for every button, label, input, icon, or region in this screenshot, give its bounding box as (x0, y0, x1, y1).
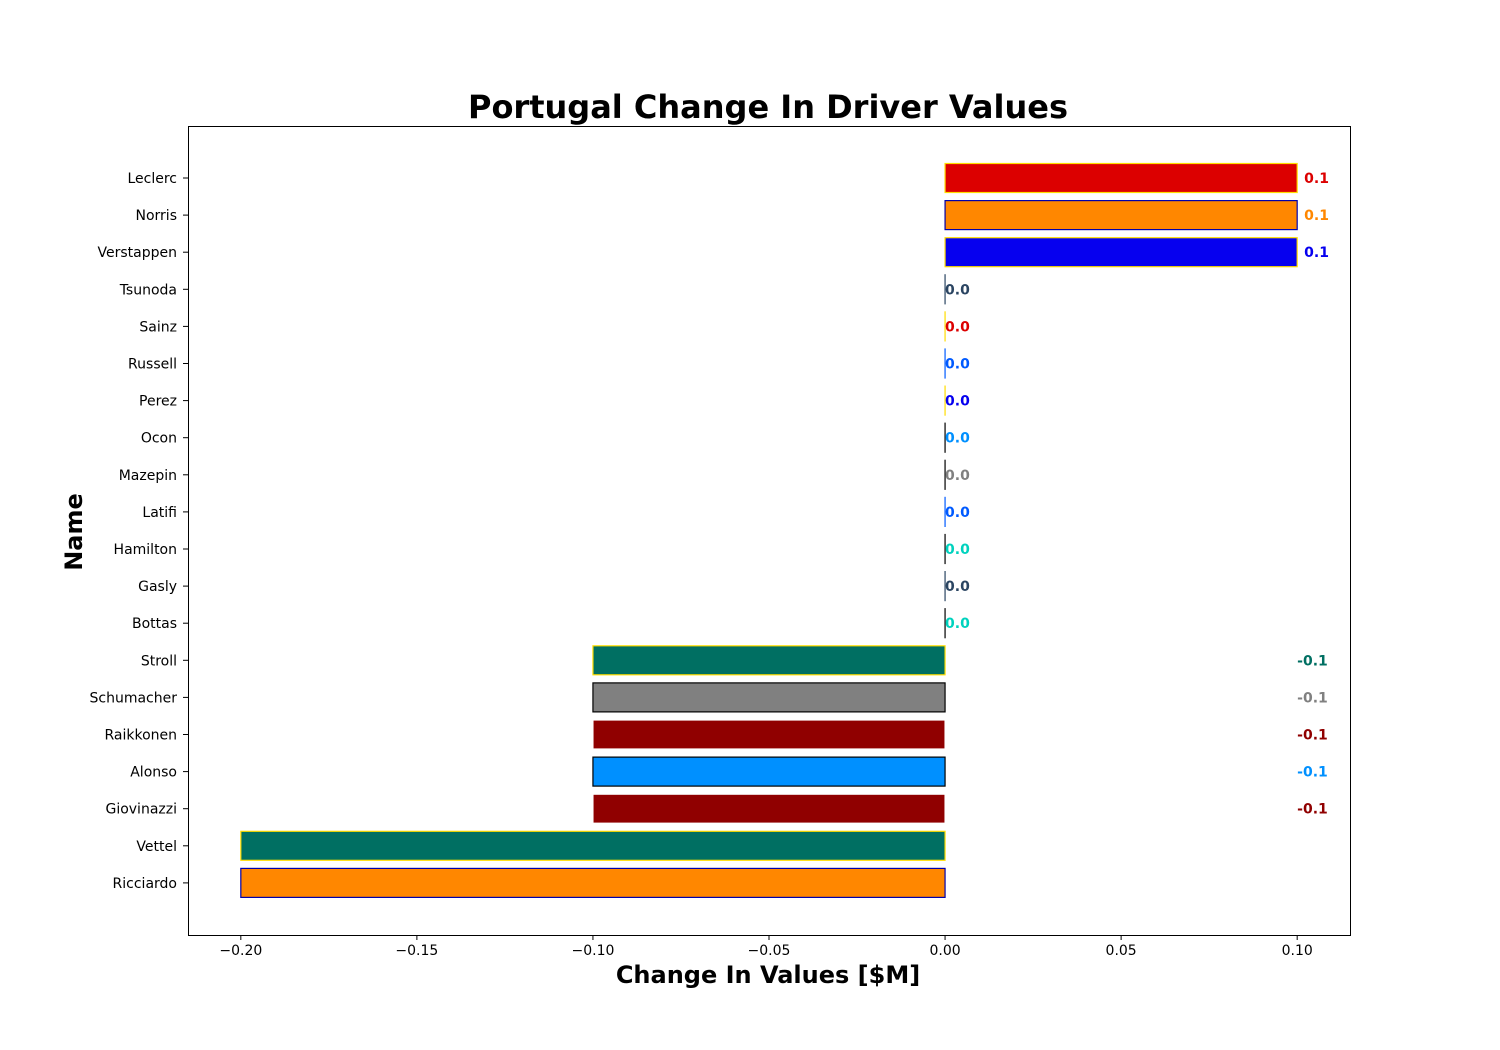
x-tick-label: 0.05 (1106, 943, 1137, 959)
y-tick-label: Schumacher (90, 690, 178, 706)
value-label: -0.1 (1297, 690, 1328, 706)
x-tick-label: −0.15 (395, 943, 438, 959)
value-label: 0.0 (945, 394, 970, 410)
value-label: 0.0 (945, 616, 970, 632)
y-tick-label: Raikkonen (104, 728, 177, 744)
y-axis-label: Name (60, 493, 88, 571)
y-tick-label: Russell (128, 357, 177, 373)
x-axis-label: Change In Values [$M] (616, 961, 920, 989)
bar-alonso (592, 756, 946, 787)
bar-ricciardo (240, 867, 946, 899)
x-tick-label: −0.05 (748, 943, 791, 959)
value-label: 0.0 (945, 505, 970, 521)
bars-group (240, 162, 1298, 899)
y-tick-label: Bottas (132, 616, 177, 632)
value-label: 0.0 (945, 468, 970, 484)
value-labels-group: 0.1 0.1 0.1 0.0 0.0 0.0 0.0 0.0 0.0 0.0 0.0 0.0 0.0 -… (945, 171, 1329, 818)
bar-schumacher (592, 682, 946, 713)
y-tick-label: Latifi (142, 505, 177, 521)
value-label: -0.1 (1297, 728, 1328, 744)
value-label: -0.1 (1297, 765, 1328, 781)
y-tick-label: Gasly (138, 579, 177, 595)
x-tick-label: −0.20 (219, 943, 262, 959)
value-label: -0.1 (1297, 802, 1328, 818)
y-tick-label: Tsunoda (119, 282, 177, 298)
y-tick-label: Ricciardo (113, 876, 177, 892)
value-label: 0.0 (945, 579, 970, 595)
x-tick-label: −0.10 (571, 943, 614, 959)
value-label: 0.1 (1304, 245, 1329, 261)
y-tick-label: Stroll (141, 653, 177, 669)
chart-title: Portugal Change In Driver Values (468, 88, 1068, 126)
value-label: 0.0 (945, 431, 970, 447)
value-label: 0.0 (945, 282, 970, 298)
value-label: 0.0 (945, 542, 970, 558)
bar-vettel (240, 830, 946, 861)
bar-norris (944, 200, 1298, 231)
x-axis: −0.20 −0.15 −0.10 −0.05 0.00 0.05 0.10 (219, 935, 1313, 959)
y-tick-label: Alonso (130, 765, 177, 781)
y-tick-label: Ocon (141, 431, 177, 447)
value-label: 0.1 (1304, 171, 1329, 187)
y-tick-label: Verstappen (98, 245, 177, 261)
value-label: 0.0 (945, 319, 970, 335)
x-tick-label: 0.10 (1282, 943, 1313, 959)
value-label: 0.1 (1304, 208, 1329, 224)
value-label: 0.0 (945, 357, 970, 373)
y-tick-label: Hamilton (114, 542, 177, 558)
bar-verstappen (944, 237, 1298, 268)
bar-raikkonen (592, 719, 946, 750)
y-tick-label: Leclerc (127, 171, 177, 187)
y-tick-label: Vettel (136, 839, 177, 855)
y-axis: Leclerc Norris Verstappen Tsunoda Sainz Russe… (90, 171, 188, 892)
bar-giovinazzi (592, 793, 946, 824)
y-tick-label: Norris (136, 208, 178, 224)
x-tick-label: 0.00 (929, 943, 960, 959)
bar-leclerc (944, 162, 1298, 194)
y-tick-label: Giovinazzi (105, 802, 177, 818)
bar-stroll (592, 645, 946, 676)
y-tick-label: Mazepin (119, 468, 177, 484)
value-label: -0.1 (1297, 653, 1328, 669)
y-tick-label: Perez (139, 394, 177, 410)
y-tick-label: Sainz (139, 319, 177, 335)
